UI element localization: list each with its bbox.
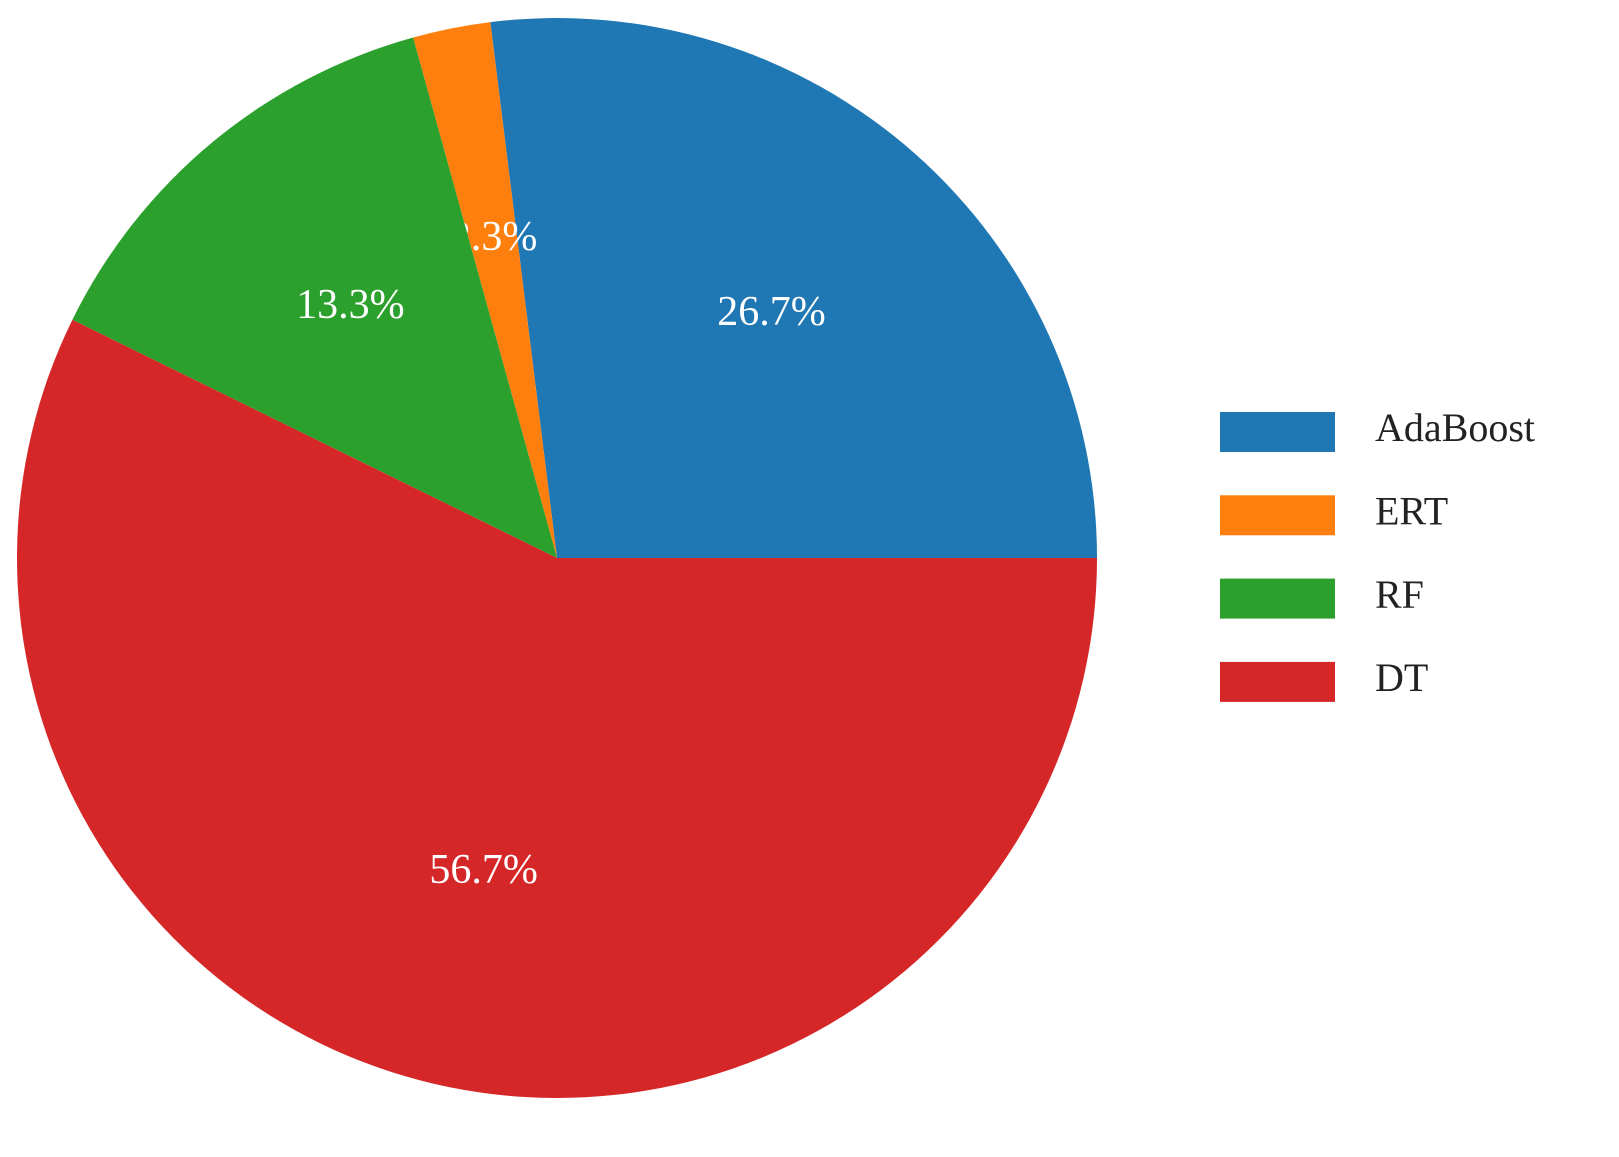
slice-label: 56.7%: [429, 847, 538, 893]
legend-label: RF: [1375, 572, 1424, 617]
legend-swatch: [1220, 412, 1335, 452]
slice-label: 26.7%: [717, 289, 826, 335]
legend-swatch: [1220, 578, 1335, 619]
slice-label: 13.3%: [296, 282, 405, 328]
pie-slice: [17, 319, 1098, 1098]
pie-slice: [72, 37, 557, 559]
legend-label: AdaBoost: [1375, 405, 1535, 450]
legend-swatch: [1220, 495, 1335, 536]
pie-slice: [490, 17, 1098, 559]
legend-swatch: [1220, 661, 1335, 702]
pie-slice: [413, 22, 557, 558]
legend-label: DT: [1375, 655, 1428, 700]
legend-label: ERT: [1375, 488, 1448, 533]
